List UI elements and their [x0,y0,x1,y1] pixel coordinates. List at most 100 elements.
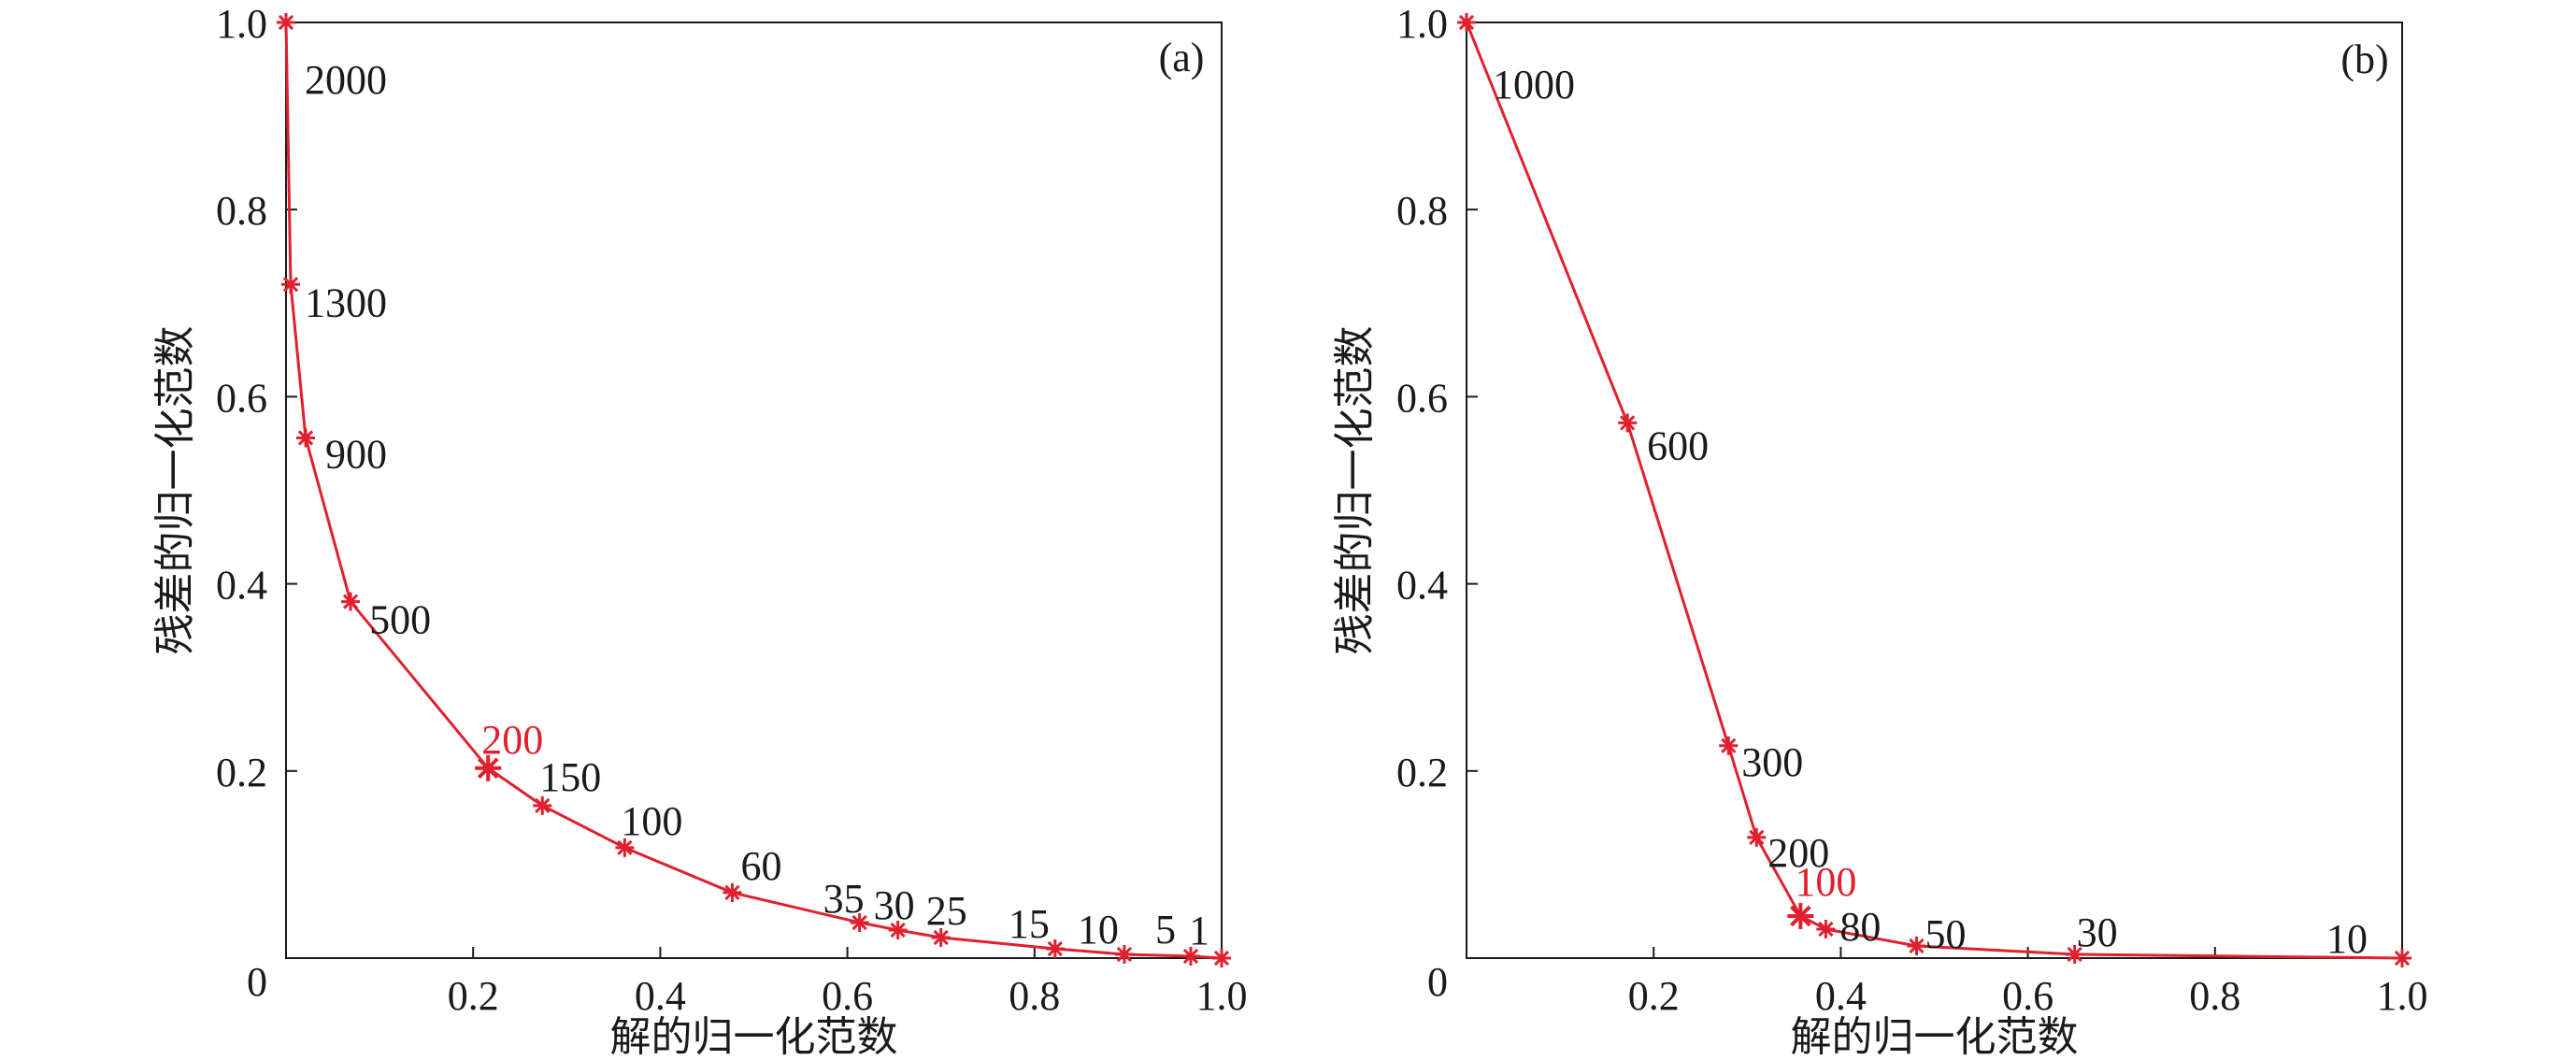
series-line [284,21,1223,960]
chart-panel-a: 0 0.2 0.4 0.6 0.8 1.0 0.2 0.4 0.6 0.8 1.0 解的归一化范数 残差… [152,1,1248,1060]
asterisk-stroke [342,594,359,609]
x-tick-label: 1.0 [2377,973,2428,1019]
asterisk-stroke [1749,829,1765,846]
data-point-marker [1212,949,1231,967]
asterisk-stroke [1620,415,1636,431]
asterisk-stroke [2394,950,2411,967]
data-label: 100 [621,798,682,844]
x-tick-label: 0.8 [1009,973,1060,1019]
data-point-marker [1747,827,1767,847]
y-tick-label: 0 [1427,959,1448,1005]
data-point-marker [1457,13,1476,32]
asterisk-stroke [724,884,740,901]
data-point-marker [615,838,635,857]
data-point-marker [277,13,295,32]
data-point-marker [1618,413,1638,433]
data-label: 200 [481,717,543,763]
y-tick-label: 0.2 [216,750,267,795]
data-label: 2000 [305,57,387,103]
data-point-marker [533,795,552,815]
y-tick-label: 0 [247,959,267,1005]
data-point-marker [1181,946,1200,966]
data-point-marker [1787,902,1814,929]
data-point-marker [931,927,951,947]
x-tick-label: 0.6 [822,973,873,1019]
data-point-marker [1114,944,1134,964]
y-tick-label: 0.4 [216,563,267,609]
asterisk-stroke [535,797,551,813]
data-label: 100 [1795,859,1856,905]
data-label: 25 [926,888,967,934]
data-label: 10 [2326,916,2368,962]
x-tick-label: 1.0 [1196,973,1248,1019]
asterisk-stroke [1213,950,1230,967]
asterisk-stroke [282,277,299,293]
series-line [1465,21,2403,960]
x-tick-label: 0.4 [635,973,686,1019]
data-point-marker [888,920,908,939]
asterisk-stroke [933,929,949,946]
data-point-marker [850,912,869,932]
data-label: 1000 [1493,62,1575,107]
y-tick-label: 0.8 [216,188,267,234]
data-point-marker [341,592,361,611]
x-tick-label: 0.2 [1628,973,1680,1019]
x-tick-label: 0.4 [1815,973,1867,1019]
data-point-marker [1719,736,1739,755]
asterisk-stroke [297,430,314,446]
data-point-marker [723,882,742,902]
data-label: 35 [823,876,865,922]
data-label: 30 [2077,910,2118,955]
x-tick-label: 0.8 [2189,973,2240,1019]
asterisk-stroke [1182,948,1199,965]
x-tick-label: 0.2 [448,973,499,1019]
y-tick-label: 1.0 [216,1,267,47]
y-axis-title: 残差的归一化范数 [152,326,198,655]
data-label: 15 [1009,901,1050,947]
asterisk-stroke [1458,14,1475,31]
y-tick-label: 0.2 [1396,750,1448,795]
data-point-marker [2065,944,2084,964]
asterisk-stroke [617,839,633,856]
data-label: 150 [539,754,601,800]
data-label: 10 [1078,907,1119,953]
data-point-marker [2393,949,2411,967]
asterisk-stroke [1047,940,1063,957]
data-point-marker [281,275,301,294]
data-label: 30 [874,882,915,928]
data-label: 1300 [305,279,387,325]
asterisk-stroke [477,757,499,780]
data-point-marker [1816,919,1836,938]
data-point-marker [1045,938,1065,958]
plot-frame [1466,21,2403,959]
y-tick-label: 0.8 [1396,188,1448,234]
plot-frame [285,21,1223,959]
asterisk-stroke [278,14,294,31]
asterisk-stroke [1116,946,1133,963]
asterisk-stroke [1909,938,1925,954]
y-tick-label: 0.6 [216,375,267,421]
asterisk-stroke [852,914,867,931]
data-label: 900 [325,431,387,477]
data-point-marker [475,754,502,781]
x-axis-title: 解的归一化范数 [1791,1014,2079,1060]
asterisk-stroke [1721,738,1737,753]
data-label: 1 [1189,908,1209,953]
chart-panel-b: 0 0.2 0.4 0.6 0.8 1.0 0.2 0.4 0.6 0.8 1.0 解的归一化范数 残差… [1332,1,2428,1060]
data-point-marker [1907,936,1926,955]
data-label: 50 [1925,911,1966,957]
asterisk-stroke [890,922,906,938]
data-label: 200 [1767,830,1829,876]
data-label: 600 [1647,423,1709,468]
asterisk-stroke [2067,946,2082,963]
data-label: 5 [1155,907,1176,953]
y-tick-label: 1.0 [1396,1,1448,47]
asterisk-stroke [1790,905,1811,927]
data-label: 80 [1839,904,1881,950]
y-tick-label: 0.6 [1396,375,1448,421]
data-label: 60 [740,843,781,889]
data-label: 300 [1741,739,1803,785]
y-axis-title: 残差的归一化范数 [1332,326,1378,655]
x-axis-title: 解的归一化范数 [610,1014,898,1060]
